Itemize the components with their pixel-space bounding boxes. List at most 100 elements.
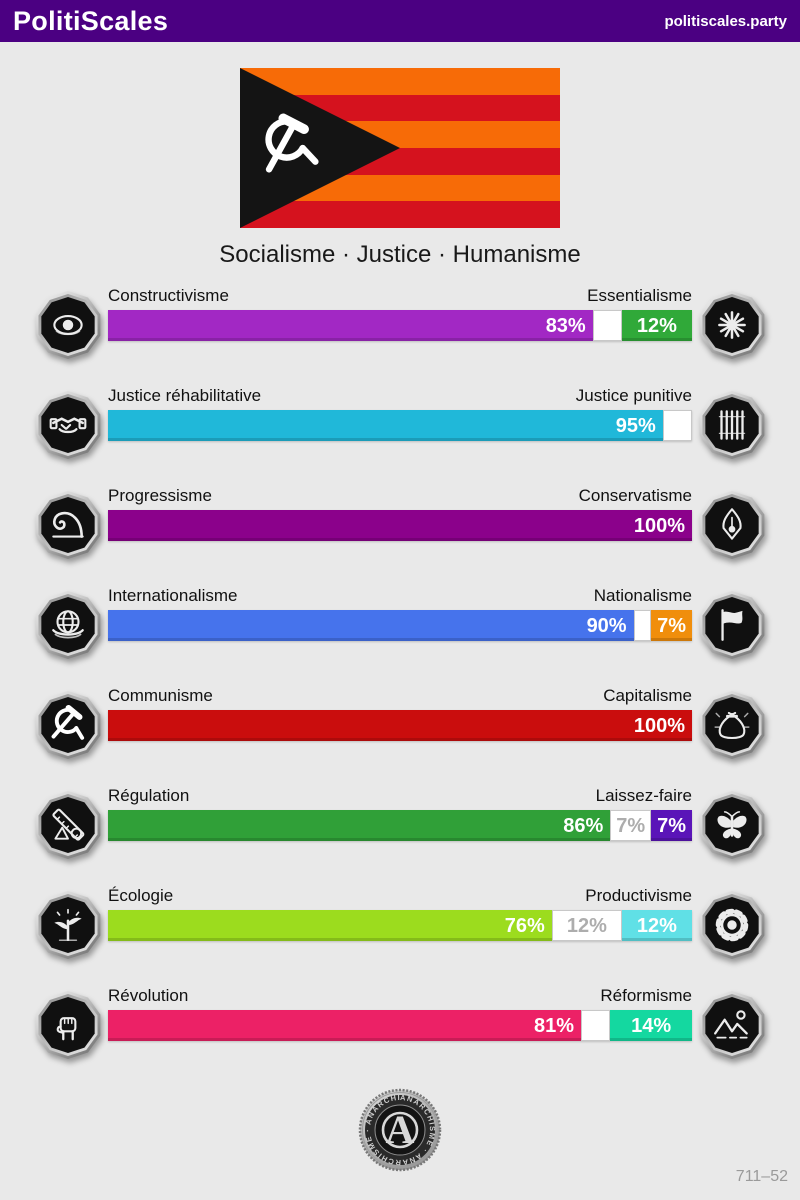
progressivism-wave-icon	[52, 511, 84, 538]
badge-core	[41, 297, 95, 353]
axis-left-label: Constructivisme	[108, 286, 229, 305]
axis-left-segment: 81%	[108, 1010, 582, 1041]
axis-left-segment: 100%	[108, 510, 692, 541]
communism-hammer-sickle-icon	[47, 704, 89, 746]
axis-left-value: 95%	[615, 414, 656, 437]
axis-left-value: 81%	[534, 1014, 575, 1037]
internationalism-globe-icon	[52, 610, 84, 639]
axis-row: Internationalisme Nationalisme 90% 7%	[30, 586, 770, 662]
axis-bar: 95%	[108, 410, 692, 441]
badge-core	[705, 297, 759, 353]
badge-core	[41, 397, 95, 453]
axis-left-segment: 83%	[108, 310, 593, 341]
axis-row: Progressisme Conservatisme 100%	[30, 486, 770, 562]
axis-right-segment: 12%	[621, 310, 692, 341]
axis-bar: 90% 7%	[108, 610, 692, 641]
capitalism-money-bag-icon	[714, 711, 750, 740]
laissez-faire-butterfly-badge	[698, 791, 766, 859]
result-motto: Socialisme · Justice · Humanisme	[219, 241, 581, 268]
punitive-justice-prison-bars-badge	[698, 391, 766, 459]
axis-neutral-segment: 12%	[551, 910, 622, 941]
essentialism-flower-badge	[698, 291, 766, 359]
axis-left-segment: 76%	[108, 910, 552, 941]
revolution-fist-badge	[34, 991, 102, 1059]
nationalism-flag-icon	[721, 609, 743, 641]
axis-left-segment: 95%	[108, 410, 663, 441]
axis-neutral-value: 7%	[616, 814, 646, 837]
axis-right-value: 7%	[657, 814, 686, 837]
axis-bar: 100%	[108, 510, 692, 541]
essentialism-flower-icon	[718, 311, 746, 339]
axis-right-label: Essentialisme	[587, 286, 692, 305]
axis-row: Justice réhabilitative Justice punitive …	[30, 386, 770, 462]
axis-right-value: 14%	[631, 1014, 672, 1037]
constructivism-eye-icon	[53, 315, 83, 336]
axis-right-label: Réformisme	[600, 986, 692, 1005]
axis-neutral-value: 12%	[566, 914, 607, 937]
progressivism-wave-badge	[34, 491, 102, 559]
header: PolitiScales politiscales.party	[0, 0, 800, 42]
axis-right-label: Conservatisme	[578, 486, 692, 505]
anarchism-seal: ANARCHISME · ANARCHISME · ANARCHISME · A	[354, 1081, 442, 1177]
constructivism-eye-badge	[34, 291, 102, 359]
badge-core	[41, 697, 95, 753]
flag-triangle	[240, 68, 400, 228]
productivism-gear-badge	[698, 891, 766, 959]
rehabilitative-justice-handshake-icon	[49, 417, 87, 434]
axis-bar: 83% 12%	[108, 310, 692, 341]
axis-left-segment: 90%	[108, 610, 634, 641]
axis-row: Communisme Capitalisme 100%	[30, 686, 770, 762]
axis-left-segment: 100%	[108, 710, 692, 741]
axis-right-value: 12%	[636, 914, 677, 937]
badge-core	[41, 997, 95, 1053]
nationalism-flag-badge	[698, 591, 766, 659]
axis-left-label: Écologie	[108, 886, 174, 905]
internationalism-globe-badge	[34, 591, 102, 659]
ecology-plant-icon	[54, 908, 82, 941]
capitalism-money-bag-badge	[698, 691, 766, 759]
axis-right-label: Productivisme	[585, 886, 692, 905]
badge-core	[705, 597, 759, 653]
badge-core	[705, 497, 759, 553]
axis-left-value: 100%	[633, 714, 685, 737]
badge-core	[705, 897, 759, 953]
axis-neutral-segment	[662, 410, 692, 441]
axis-row: Régulation Laissez-faire 86% 7% 7%	[30, 786, 770, 862]
axis-right-segment: 14%	[610, 1010, 692, 1041]
axis-left-value: 83%	[545, 314, 586, 337]
axis-neutral-segment: 7%	[610, 810, 652, 841]
result-code: 711–52	[735, 1168, 788, 1185]
revolution-fist-icon	[56, 1017, 77, 1041]
rehabilitative-justice-handshake-badge	[34, 391, 102, 459]
axis-left-label: Internationalisme	[108, 586, 238, 605]
axis-right-value: 12%	[636, 314, 677, 337]
svg-text:A: A	[386, 1107, 415, 1152]
axis-neutral-segment	[633, 610, 652, 641]
badge-core	[705, 797, 759, 853]
axis-bar: 76% 12% 12%	[108, 910, 692, 941]
axis-left-label: Progressisme	[108, 486, 212, 505]
punitive-justice-prison-bars-icon	[718, 410, 746, 440]
axis-left-label: Justice réhabilitative	[108, 386, 262, 405]
axis-neutral-segment	[592, 310, 622, 341]
axis-right-segment: 7%	[651, 810, 692, 841]
badge-core	[705, 997, 759, 1053]
axis-bar: 86% 7% 7%	[108, 810, 692, 841]
badge-core	[41, 497, 95, 553]
conservatism-pen-badge	[698, 491, 766, 559]
reformism-landscape-icon	[714, 1010, 748, 1039]
site-link[interactable]: politiscales.party	[664, 12, 787, 30]
badge-core	[41, 797, 95, 853]
axis-left-segment: 86%	[108, 810, 611, 841]
ecology-plant-badge	[34, 891, 102, 959]
productivism-gear-icon	[715, 908, 749, 942]
axis-bar: 81% 14%	[108, 1010, 692, 1041]
badge-core	[41, 897, 95, 953]
axis-row: Écologie Productivisme 76% 12% 12%	[30, 886, 770, 962]
axis-left-value: 100%	[633, 514, 685, 537]
result-flag	[240, 68, 560, 229]
badge-core	[705, 397, 759, 453]
axis-right-label: Nationalisme	[593, 586, 692, 605]
anarchy-a-icon: A	[381, 1107, 419, 1152]
